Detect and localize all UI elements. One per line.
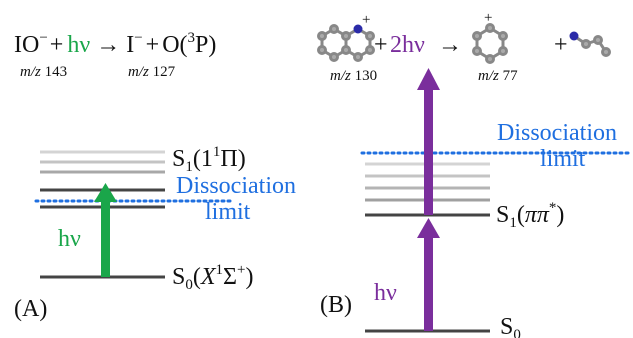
text: −	[134, 30, 142, 46]
text: →	[96, 32, 120, 58]
photon-label: hν	[58, 226, 81, 252]
arrow: →	[438, 32, 462, 58]
reaction-a: IO−+hν→I−+O(3P)	[14, 30, 216, 58]
text: Π)	[220, 146, 245, 172]
photon-arrow-a	[94, 183, 117, 277]
state-label: S0	[500, 314, 521, 338]
panel-label: (A)	[14, 296, 47, 322]
panel-label: (B)	[320, 292, 352, 318]
text: +	[146, 32, 160, 58]
text: )	[245, 264, 253, 290]
molecule-product	[474, 25, 507, 63]
state-label: S1(ππ*)	[496, 200, 564, 231]
plus: +	[554, 32, 568, 58]
text: 0	[513, 327, 521, 338]
molecule-reactant	[319, 25, 374, 61]
text: S	[172, 146, 185, 172]
text: m/z	[330, 68, 351, 84]
text: (1	[193, 146, 213, 172]
text: m/z	[478, 68, 499, 84]
photon: 2hν	[390, 32, 425, 58]
text: S	[500, 314, 513, 338]
text: X	[200, 264, 217, 290]
text: I	[126, 32, 134, 58]
text: Σ	[223, 264, 237, 290]
dissociation-label: Dissociation	[497, 120, 617, 146]
text: 130	[355, 68, 378, 84]
text: IO	[14, 32, 39, 58]
text: (	[193, 264, 201, 290]
text: ππ	[525, 202, 550, 228]
charge: +	[484, 10, 492, 26]
text: m/z	[20, 64, 41, 80]
text: S	[172, 264, 185, 290]
text: O(	[162, 32, 187, 58]
dissociation-label: limit	[540, 146, 586, 172]
text: )	[556, 202, 564, 228]
text: hν	[67, 32, 90, 58]
charge: +	[362, 12, 370, 28]
text: S	[496, 202, 509, 228]
text: 0	[185, 277, 193, 293]
text: 1	[216, 262, 224, 278]
mz-label: m/z 130	[330, 68, 377, 84]
energy-levels-b	[362, 153, 630, 331]
text: 127	[153, 64, 176, 80]
dissociation-label: Dissociation	[176, 173, 296, 199]
mz-label: m/z 143	[20, 64, 67, 80]
mz-label: m/z 127	[128, 64, 176, 80]
photon-label: hν	[374, 280, 397, 306]
text: *	[549, 200, 557, 216]
state-label: S1(11Π)	[172, 144, 246, 175]
text: 1	[509, 215, 517, 231]
text: P)	[195, 32, 216, 58]
text: 77	[503, 68, 519, 84]
text: 3	[188, 30, 196, 46]
mz-label: m/z 77	[478, 68, 518, 84]
text: m/z	[128, 64, 149, 80]
text: +	[237, 262, 245, 278]
molecule-fragment	[570, 32, 610, 56]
text: 1	[213, 144, 221, 160]
text: (	[517, 202, 525, 228]
diagram: IO−+hν→I−+O(3P) m/z 143 m/z 127 S1(11Π) …	[0, 0, 633, 338]
dissociation-label: limit	[205, 199, 251, 225]
plus: +	[374, 32, 388, 58]
text: +	[50, 32, 64, 58]
text: −	[39, 30, 47, 46]
text: 143	[45, 64, 68, 80]
state-label: S0(X1Σ+)	[172, 262, 253, 293]
